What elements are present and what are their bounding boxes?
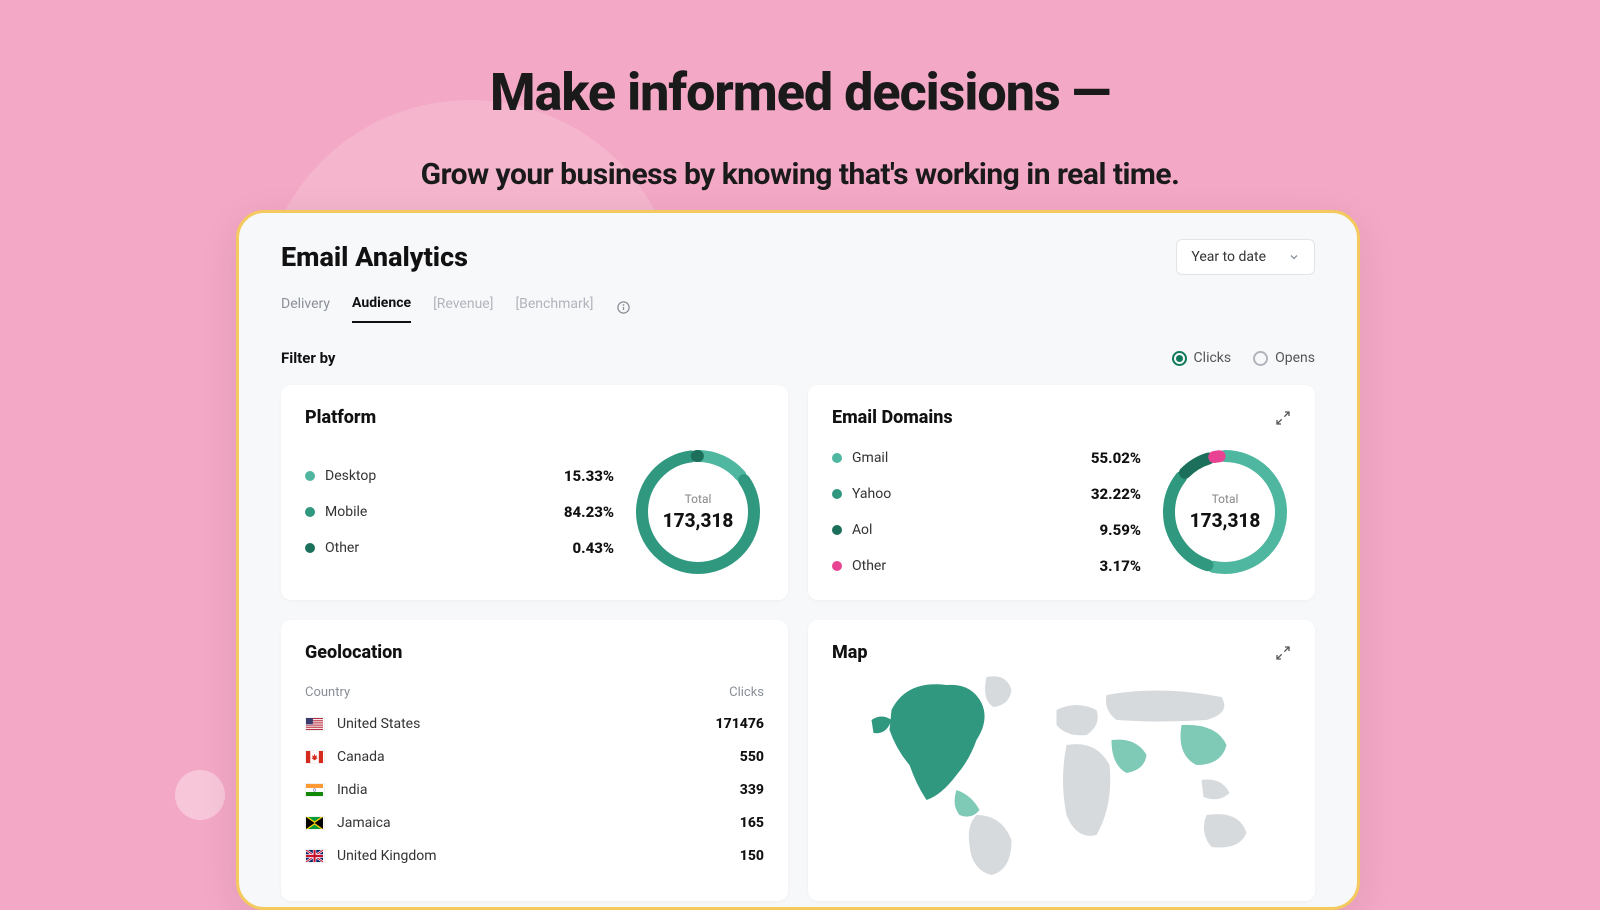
date-range-dropdown[interactable]: Year to date [1176, 239, 1315, 275]
app-frame: Email Analytics Year to date Delivery Aud… [236, 210, 1360, 910]
donut-total-label: Total [685, 492, 712, 506]
flag-icon-in [305, 783, 325, 797]
world-map [832, 665, 1291, 875]
flag-icon-gb [305, 849, 325, 863]
legend-swatch [305, 507, 315, 517]
clicks-value: 550 [740, 749, 764, 765]
legend-swatch [305, 543, 315, 553]
table-row: India 339 [305, 782, 764, 798]
legend-label: Aol [852, 522, 872, 538]
tab-delivery[interactable]: Delivery [281, 296, 330, 322]
card-title: Email Domains [832, 407, 953, 428]
table-row: Jamaica 165 [305, 815, 764, 831]
flag-icon-jm [305, 816, 325, 830]
hero-subtitle: Grow your business by knowing that's wor… [0, 157, 1600, 192]
tab-audience[interactable]: Audience [352, 295, 411, 323]
legend-swatch [832, 525, 842, 535]
legend-row: Aol 9.59% [832, 521, 1141, 539]
geolocation-rows: United States 171476 Canada 550 India 339 Jama… [305, 716, 764, 864]
column-header-clicks: Clicks [729, 685, 764, 700]
donut-total-value: 173,318 [1190, 509, 1261, 532]
legend-swatch [832, 561, 842, 571]
legend-label: Yahoo [852, 486, 891, 502]
expand-icon[interactable] [1275, 410, 1291, 426]
country-name: Jamaica [337, 815, 391, 831]
legend-row: Yahoo 32.22% [832, 485, 1141, 503]
card-title: Map [832, 642, 868, 663]
flag-icon-ca [305, 750, 325, 764]
hero-title: Make informed decisions — [0, 62, 1600, 123]
legend-value: 0.43% [572, 539, 614, 557]
hero: Make informed decisions — Grow your busi… [0, 0, 1600, 192]
filter-radios: Clicks Opens [1172, 350, 1315, 366]
clicks-value: 150 [740, 848, 764, 864]
map-card: Map [808, 620, 1315, 901]
domains-legend: Gmail 55.02% Yahoo 32.22% Aol 9.59% Other 3.17% [832, 449, 1141, 575]
radio-label: Clicks [1194, 350, 1232, 366]
table-row: Canada 550 [305, 749, 764, 765]
country-name: Canada [337, 749, 385, 765]
tab-benchmark[interactable]: [Benchmark] [515, 296, 593, 322]
info-icon[interactable] [616, 300, 631, 319]
legend-row: Desktop 15.33% [305, 467, 614, 485]
legend-value: 3.17% [1099, 557, 1141, 575]
flag-icon-us [305, 717, 325, 731]
platform-donut: Total 173,318 [632, 446, 764, 578]
radio-label: Opens [1275, 350, 1315, 366]
legend-value: 32.22% [1091, 485, 1141, 503]
legend-value: 15.33% [564, 467, 614, 485]
country-name: United Kingdom [337, 848, 437, 864]
table-row: United States 171476 [305, 716, 764, 732]
platform-legend: Desktop 15.33% Mobile 84.23% Other 0.43% [305, 467, 614, 557]
expand-icon[interactable] [1275, 645, 1291, 661]
tabs: Delivery Audience [Revenue] [Benchmark] [281, 295, 1315, 323]
country-name: India [337, 782, 367, 798]
legend-value: 84.23% [564, 503, 614, 521]
legend-label: Other [325, 540, 359, 556]
donut-total-value: 173,318 [663, 509, 734, 532]
chevron-down-icon [1288, 251, 1300, 263]
clicks-value: 171476 [716, 716, 764, 732]
legend-row: Other 0.43% [305, 539, 614, 557]
legend-swatch [305, 471, 315, 481]
bg-dot [175, 770, 225, 820]
legend-row: Gmail 55.02% [832, 449, 1141, 467]
radio-dot-icon [1253, 351, 1268, 366]
page-title: Email Analytics [281, 241, 468, 273]
radio-opens[interactable]: Opens [1253, 350, 1315, 366]
card-title: Geolocation [305, 642, 402, 663]
legend-row: Mobile 84.23% [305, 503, 614, 521]
clicks-value: 339 [740, 782, 764, 798]
legend-label: Desktop [325, 468, 376, 484]
legend-label: Mobile [325, 504, 367, 520]
geolocation-card: Geolocation Country Clicks United States… [281, 620, 788, 901]
radio-dot-icon [1172, 351, 1187, 366]
table-row: United Kingdom 150 [305, 848, 764, 864]
card-title: Platform [305, 407, 376, 428]
domains-donut: Total 173,318 [1159, 446, 1291, 578]
legend-row: Other 3.17% [832, 557, 1141, 575]
legend-value: 55.02% [1091, 449, 1141, 467]
country-name: United States [337, 716, 420, 732]
donut-total-label: Total [1212, 492, 1239, 506]
radio-clicks[interactable]: Clicks [1172, 350, 1232, 366]
legend-swatch [832, 453, 842, 463]
legend-swatch [832, 489, 842, 499]
filter-label: Filter by [281, 349, 335, 367]
legend-value: 9.59% [1099, 521, 1141, 539]
email-domains-card: Email Domains Gmail 55.02% Yahoo 32.22% Aol 9… [808, 385, 1315, 600]
column-header-country: Country [305, 685, 350, 700]
legend-label: Other [852, 558, 886, 574]
date-range-label: Year to date [1191, 249, 1266, 265]
tab-revenue[interactable]: [Revenue] [433, 296, 493, 322]
legend-label: Gmail [852, 450, 888, 466]
clicks-value: 165 [740, 815, 764, 831]
platform-card: Platform Desktop 15.33% Mobile 84.23% Other 0… [281, 385, 788, 600]
